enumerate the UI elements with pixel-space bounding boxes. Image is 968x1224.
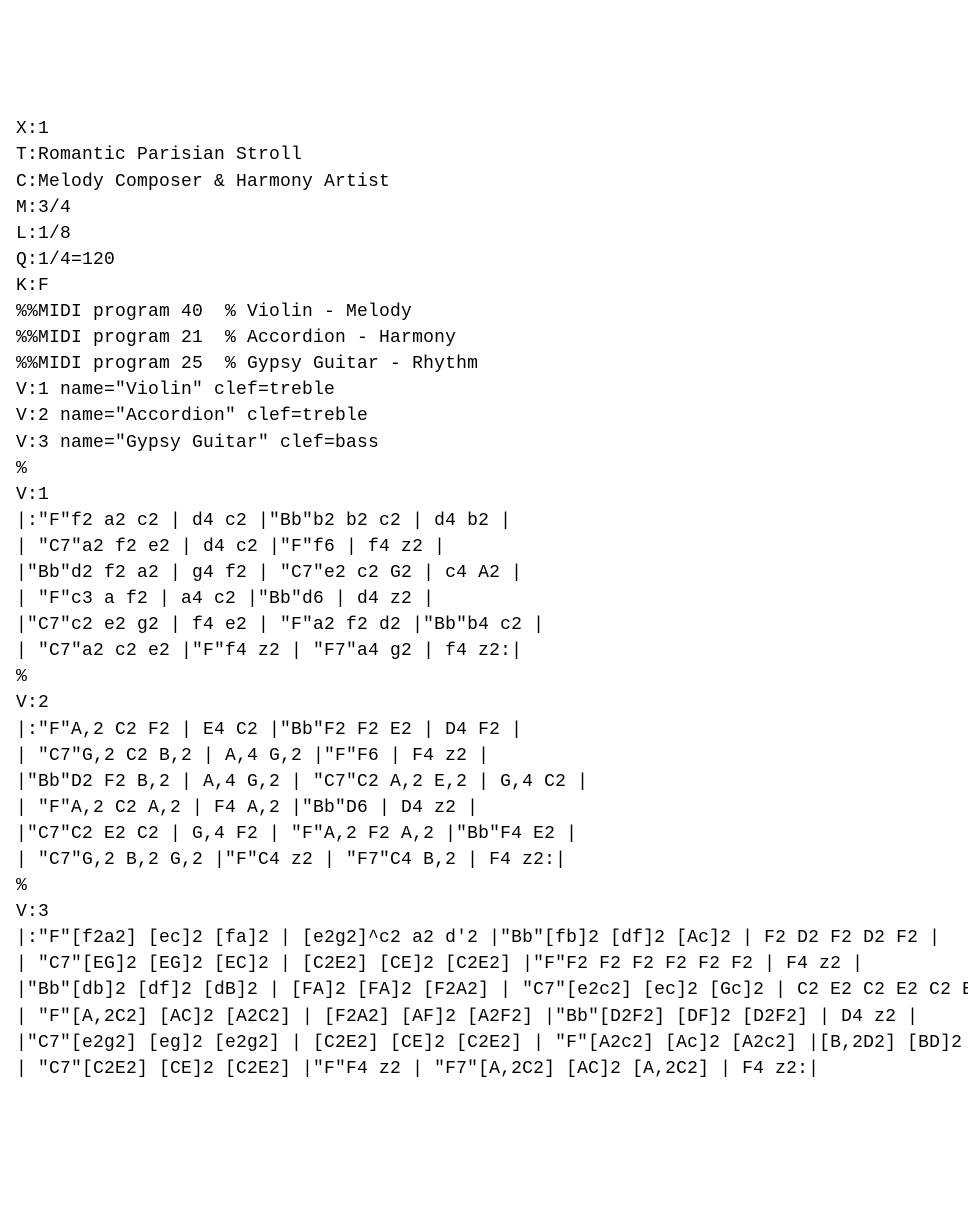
abc-line: | "C7"a2 f2 e2 | d4 c2 |"F"f6 | f4 z2 | bbox=[16, 534, 952, 560]
abc-line: |"Bb"d2 f2 a2 | g4 f2 | "C7"e2 c2 G2 | c… bbox=[16, 560, 952, 586]
abc-line: | "C7"[EG]2 [EG]2 [EC]2 | [C2E2] [CE]2 [… bbox=[16, 951, 952, 977]
abc-line: V:2 bbox=[16, 690, 952, 716]
abc-line: |:"F"A,2 C2 F2 | E4 C2 |"Bb"F2 F2 E2 | D… bbox=[16, 717, 952, 743]
abc-line: V:3 name="Gypsy Guitar" clef=bass bbox=[16, 430, 952, 456]
abc-line: | "F"c3 a f2 | a4 c2 |"Bb"d6 | d4 z2 | bbox=[16, 586, 952, 612]
abc-line: V:2 name="Accordion" clef=treble bbox=[16, 403, 952, 429]
abc-line: | "F"A,2 C2 A,2 | F4 A,2 |"Bb"D6 | D4 z2… bbox=[16, 795, 952, 821]
abc-line: | "C7"a2 c2 e2 |"F"f4 z2 | "F7"a4 g2 | f… bbox=[16, 638, 952, 664]
abc-line: | "C7"G,2 C2 B,2 | A,4 G,2 |"F"F6 | F4 z… bbox=[16, 743, 952, 769]
abc-line: %%MIDI program 25 % Gypsy Guitar - Rhyth… bbox=[16, 351, 952, 377]
abc-line: V:1 name="Violin" clef=treble bbox=[16, 377, 952, 403]
abc-notation-block: X:1T:Romantic Parisian StrollC:Melody Co… bbox=[16, 116, 952, 1081]
abc-line: X:1 bbox=[16, 116, 952, 142]
abc-line: | "C7"[C2E2] [CE]2 [C2E2] |"F"F4 z2 | "F… bbox=[16, 1056, 952, 1082]
abc-line: M:3/4 bbox=[16, 195, 952, 221]
abc-line: V:1 bbox=[16, 482, 952, 508]
abc-line: T:Romantic Parisian Stroll bbox=[16, 142, 952, 168]
abc-line: |"C7"[e2g2] [eg]2 [e2g2] | [C2E2] [CE]2 … bbox=[16, 1030, 952, 1056]
abc-line: C:Melody Composer & Harmony Artist bbox=[16, 169, 952, 195]
abc-line: |"C7"C2 E2 C2 | G,4 F2 | "F"A,2 F2 A,2 |… bbox=[16, 821, 952, 847]
abc-line: |"Bb"D2 F2 B,2 | A,4 G,2 | "C7"C2 A,2 E,… bbox=[16, 769, 952, 795]
abc-line: % bbox=[16, 456, 952, 482]
abc-line: | "C7"G,2 B,2 G,2 |"F"C4 z2 | "F7"C4 B,2… bbox=[16, 847, 952, 873]
abc-line: |:"F"f2 a2 c2 | d4 c2 |"Bb"b2 b2 c2 | d4… bbox=[16, 508, 952, 534]
abc-line: L:1/8 bbox=[16, 221, 952, 247]
abc-line: | "F"[A,2C2] [AC]2 [A2C2] | [F2A2] [AF]2… bbox=[16, 1004, 952, 1030]
abc-line: V:3 bbox=[16, 899, 952, 925]
abc-line: |"Bb"[db]2 [df]2 [dB]2 | [FA]2 [FA]2 [F2… bbox=[16, 977, 952, 1003]
abc-line: |"C7"c2 e2 g2 | f4 e2 | "F"a2 f2 d2 |"Bb… bbox=[16, 612, 952, 638]
abc-line: Q:1/4=120 bbox=[16, 247, 952, 273]
abc-line: |:"F"[f2a2] [ec]2 [fa]2 | [e2g2]^c2 a2 d… bbox=[16, 925, 952, 951]
abc-line: K:F bbox=[16, 273, 952, 299]
abc-line: % bbox=[16, 664, 952, 690]
abc-line: %%MIDI program 40 % Violin - Melody bbox=[16, 299, 952, 325]
abc-line: %%MIDI program 21 % Accordion - Harmony bbox=[16, 325, 952, 351]
abc-line: % bbox=[16, 873, 952, 899]
